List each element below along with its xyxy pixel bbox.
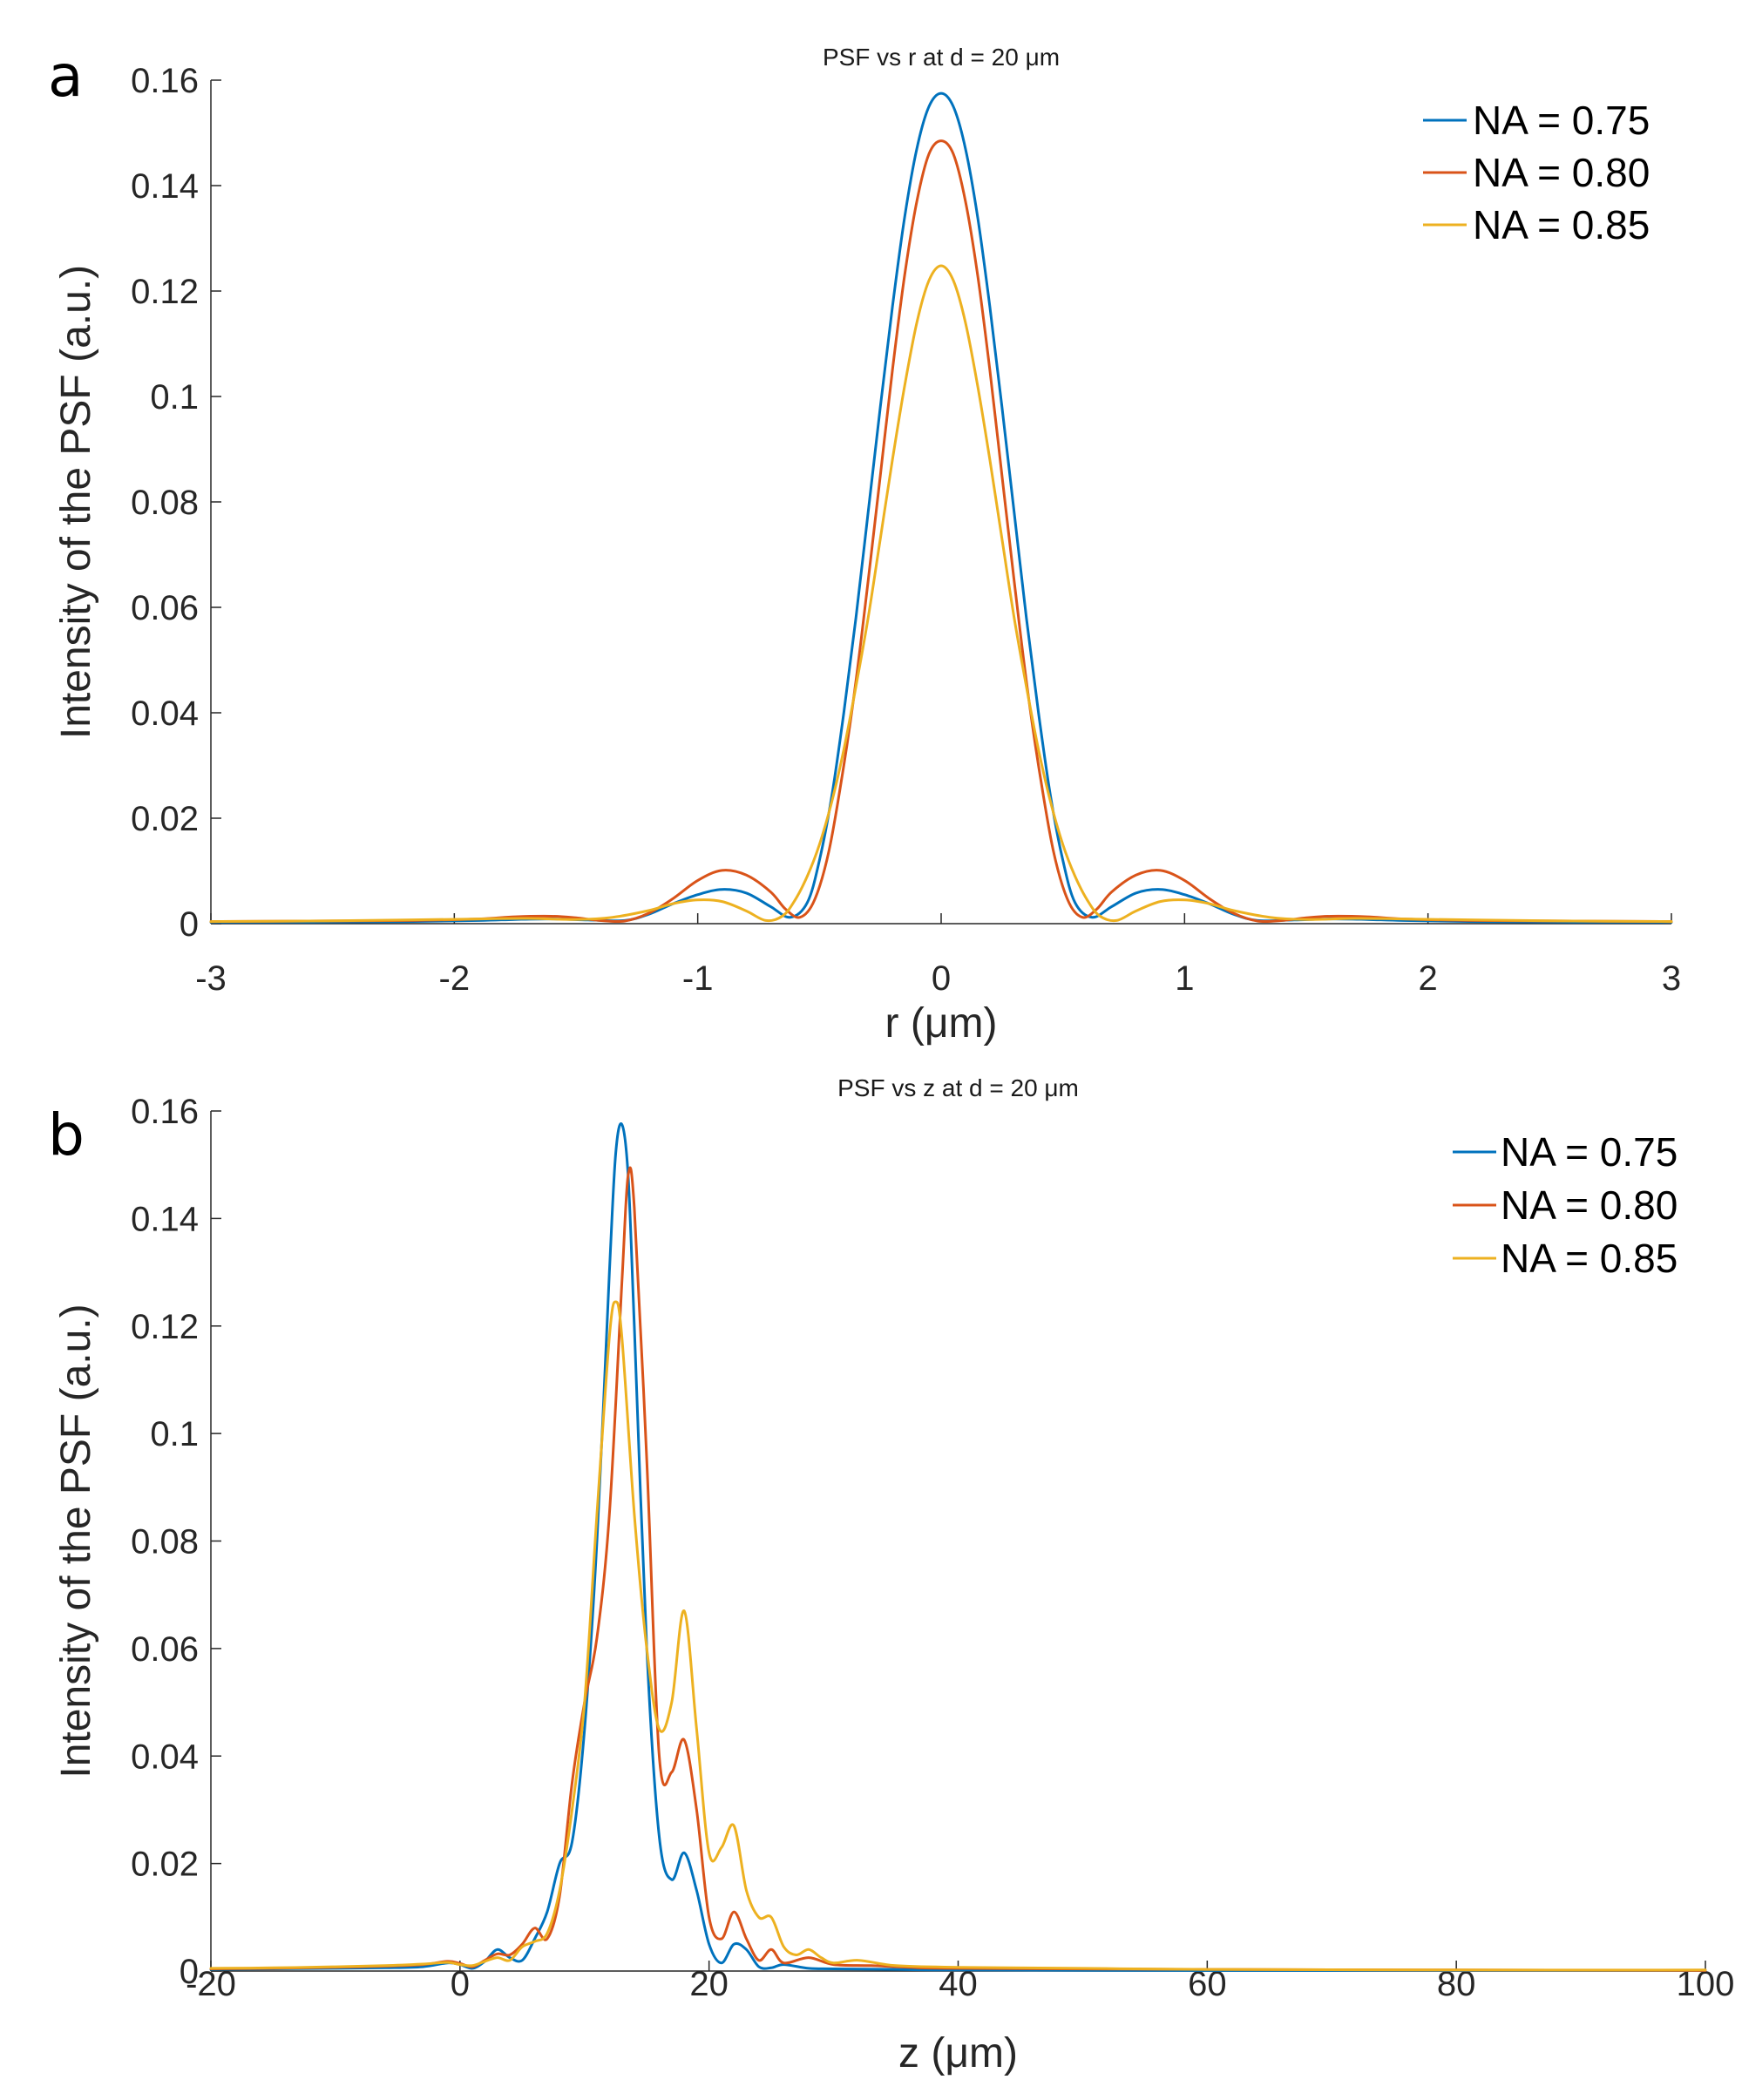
y-tick-label: 0.16 [131,1093,199,1131]
x-tick-label: 3 [1662,959,1681,998]
y-tick-label: 0.12 [131,1308,199,1346]
series-line-3 [209,264,1673,924]
y-tick-label: 0.1 [150,1415,199,1453]
series-line-3 [209,1300,1707,1972]
x-axis-label: r (μm) [885,1000,998,1047]
x-tick-label: 1 [1175,959,1194,998]
y-tick-label: 0 [180,905,199,944]
legend-label: NA = 0.85 [1473,202,1650,247]
x-tick-label: 2 [1419,959,1438,998]
panel-letter: b [48,1101,85,1169]
panel-b: b PSF vs z at d = 20 μm 0 0.02 0.04 0.06 0.08 0… [48,1074,1734,2076]
y-tick-label: 0.12 [131,273,199,311]
legend-label: NA = 0.85 [1501,1236,1678,1281]
panel-letter: a [48,43,83,110]
y-tick-label: 0.04 [131,694,199,733]
y-tick-label: 0.06 [131,589,199,627]
series-line-2 [209,139,1673,924]
y-tick-label: 0.1 [150,378,199,417]
x-tick-label: 20 [689,1965,729,2003]
panel-a: a PSF vs r at d = 20 μm 0 0.02 0.04 0.06 0.08 0… [48,43,1681,1047]
y-tick-label: 0.02 [131,1846,199,1884]
y-tick-label: 0.14 [131,167,199,206]
y-tick-label: 0.16 [131,62,199,100]
legend-label: NA = 0.75 [1501,1129,1678,1175]
y-tick-label: 0 [180,1953,199,1991]
x-tick-label: 0 [932,959,951,998]
legend-label: NA = 0.80 [1473,150,1650,195]
y-axis-label: Intensity of the PSF (a.u.) [53,1304,99,1778]
y-tick-label: 0.08 [131,1523,199,1561]
chart-title: PSF vs r at d = 20 μm [823,44,1060,71]
x-tick-label: -2 [439,959,471,998]
y-tick-label: 0.08 [131,484,199,522]
y-tick-label: 0.04 [131,1738,199,1776]
legend-label: NA = 0.75 [1473,98,1650,143]
x-tick-label: 0 [451,1965,470,2003]
y-tick-label: 0.06 [131,1630,199,1669]
x-axis-label: z (μm) [898,2030,1018,2076]
x-tick-label: -1 [682,959,714,998]
y-tick-label: 0.02 [131,800,199,838]
x-tick-label: -3 [195,959,227,998]
legend-label: NA = 0.80 [1501,1182,1678,1228]
y-axis-label: Intensity of the PSF (a.u.) [53,265,99,739]
x-tick-label: -20 [186,1965,236,2003]
chart-title: PSF vs z at d = 20 μm [837,1074,1079,1101]
y-tick-label: 0.14 [131,1200,199,1238]
